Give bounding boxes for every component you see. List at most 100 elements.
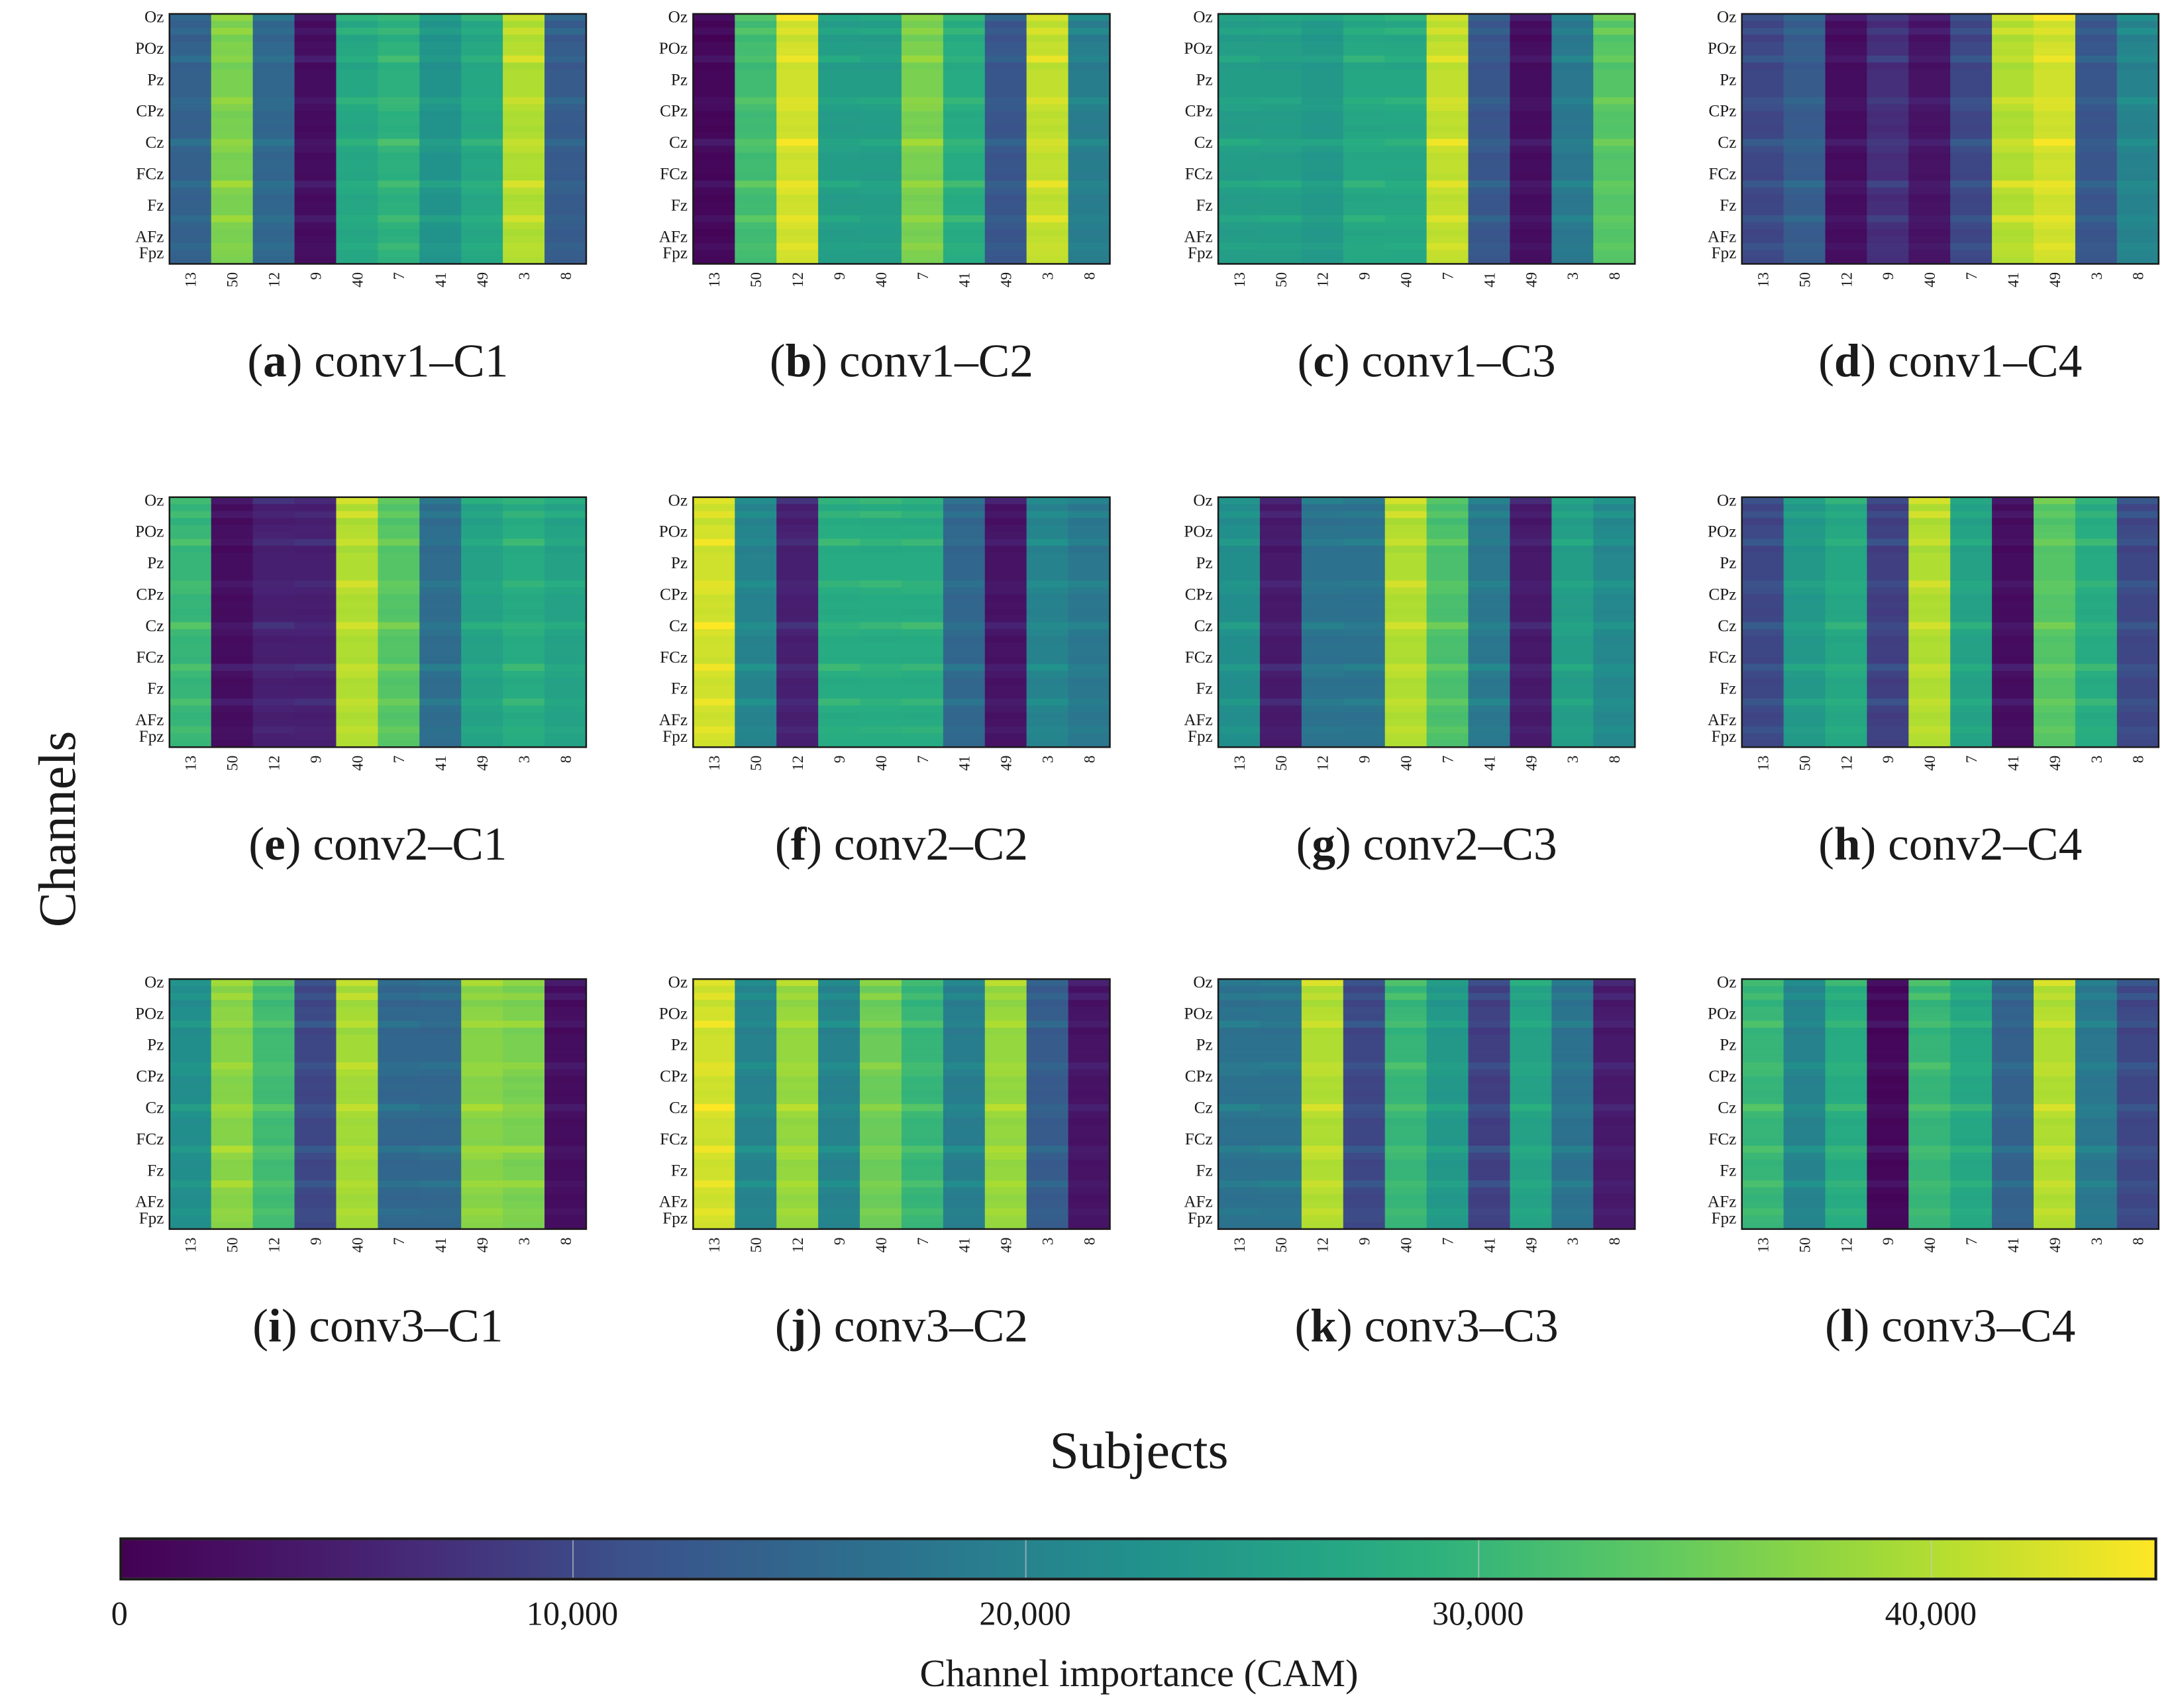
heatmap-cell — [378, 256, 420, 265]
heatmap-cell — [943, 166, 986, 174]
heatmap-cell — [1068, 242, 1111, 251]
heatmap-cell — [2075, 740, 2118, 748]
heatmap-cell — [860, 999, 902, 1007]
heatmap-cell — [1301, 215, 1344, 223]
heatmap-cell — [1741, 678, 1785, 685]
heatmap-cell — [2034, 580, 2076, 588]
heatmap-cell — [461, 594, 503, 602]
heatmap-cell — [984, 979, 1027, 987]
heatmap-cell — [378, 1021, 420, 1029]
heatmap-cell — [735, 566, 777, 574]
heatmap-cell — [1343, 1118, 1386, 1126]
heatmap-cell — [1908, 670, 1951, 678]
heatmap-cell — [2034, 125, 2076, 132]
heatmap-cell — [1825, 1118, 1867, 1126]
heatmap-cell — [169, 1111, 212, 1119]
heatmap-cell — [1426, 104, 1469, 112]
heatmap-cell — [2116, 1021, 2159, 1029]
heatmap-cell — [1867, 111, 1909, 119]
heatmap-cell — [1783, 678, 1826, 685]
heatmap-cell — [1026, 132, 1069, 140]
heatmap-cell — [1741, 511, 1785, 519]
heatmap-cell — [1259, 985, 1302, 993]
heatmap-cell — [503, 552, 545, 560]
heatmap-cell — [2116, 698, 2159, 706]
heatmap-cell — [1950, 90, 1993, 98]
heatmap-cell — [1068, 574, 1111, 581]
heatmap-cell — [1343, 979, 1386, 987]
heatmap-cell — [1783, 560, 1826, 568]
heatmap-cell — [378, 574, 420, 581]
heatmap-cell — [1259, 1090, 1302, 1098]
heatmap-cell — [860, 1222, 902, 1230]
heatmap-cell — [211, 222, 254, 230]
heatmap-cell — [1950, 229, 1993, 237]
heatmap-cell — [1950, 1090, 1993, 1098]
heatmap-cell — [1992, 1021, 2034, 1029]
heatmap-cell — [860, 1055, 902, 1063]
heatmap-cell — [169, 118, 212, 126]
heatmap-cell — [1510, 615, 1552, 623]
heatmap-cell — [2034, 13, 2076, 22]
heatmap-cell — [2075, 242, 2118, 251]
panel-title: conv1–C2 — [839, 336, 1034, 388]
x-tick-label: 40 — [1398, 1237, 1415, 1252]
heatmap-cell — [1510, 1125, 1552, 1132]
heatmap-cell — [984, 587, 1027, 595]
heatmap-cell — [1908, 111, 1951, 119]
heatmap-cell — [984, 187, 1027, 195]
heatmap-cell — [693, 229, 735, 237]
heatmap-cell — [984, 166, 1027, 174]
heatmap-cell — [776, 546, 819, 554]
heatmap-cell — [735, 546, 777, 554]
heatmap-cell — [294, 41, 337, 50]
heatmap-cell — [1867, 740, 1909, 748]
heatmap-cell — [1867, 242, 1909, 251]
heatmap-cell — [211, 1104, 254, 1112]
heatmap-cell — [1950, 1041, 1993, 1049]
heatmap-cell — [1510, 174, 1552, 181]
heatmap-cell — [1593, 250, 1635, 258]
heatmap-cell — [2034, 1055, 2076, 1063]
heatmap-cell — [1950, 615, 1993, 623]
heatmap-cell — [1908, 1097, 1951, 1105]
heatmap-cell — [211, 97, 254, 105]
heatmap-cell — [1218, 1041, 1261, 1049]
heatmap-cell — [419, 993, 462, 1001]
heatmap-cell — [1343, 1132, 1386, 1140]
heatmap-cell — [776, 615, 819, 623]
heatmap-cell — [1468, 1027, 1511, 1035]
heatmap-cell — [544, 999, 587, 1007]
heatmap-cell — [2075, 215, 2118, 223]
heatmap-cell — [1384, 552, 1427, 560]
heatmap-cell — [1992, 628, 2034, 637]
heatmap-cell — [1593, 1173, 1635, 1181]
heatmap-cell — [1741, 90, 1785, 98]
heatmap-cell — [2075, 719, 2118, 727]
heatmap-cell — [1343, 650, 1386, 658]
heatmap-cell — [461, 733, 503, 741]
heatmap-cell — [503, 1041, 545, 1049]
panel-letter: h — [1834, 819, 1861, 871]
heatmap-cell — [1026, 546, 1069, 554]
heatmap-cell — [336, 104, 379, 112]
heatmap-cell — [2116, 187, 2159, 195]
heatmap-cell — [419, 1222, 462, 1230]
x-tick-label: 3 — [1039, 1237, 1057, 1245]
heatmap-cell — [860, 1104, 902, 1112]
heatmap-cell — [1218, 1132, 1261, 1140]
heatmap-cell — [1384, 1090, 1427, 1098]
heatmap-cell — [1218, 41, 1261, 50]
heatmap-cell — [1068, 979, 1111, 987]
heatmap-cell — [2116, 1222, 2159, 1230]
heatmap-cell — [378, 552, 420, 560]
heatmap-cell — [2075, 1180, 2118, 1188]
heatmap-cell — [1301, 678, 1344, 685]
heatmap-cell — [1068, 1138, 1111, 1146]
heatmap-cell — [1783, 132, 1826, 140]
heatmap-cell — [1026, 552, 1069, 560]
heatmap-cell — [461, 160, 503, 168]
heatmap-cell — [1510, 13, 1552, 22]
heatmap-cell — [2075, 34, 2118, 42]
